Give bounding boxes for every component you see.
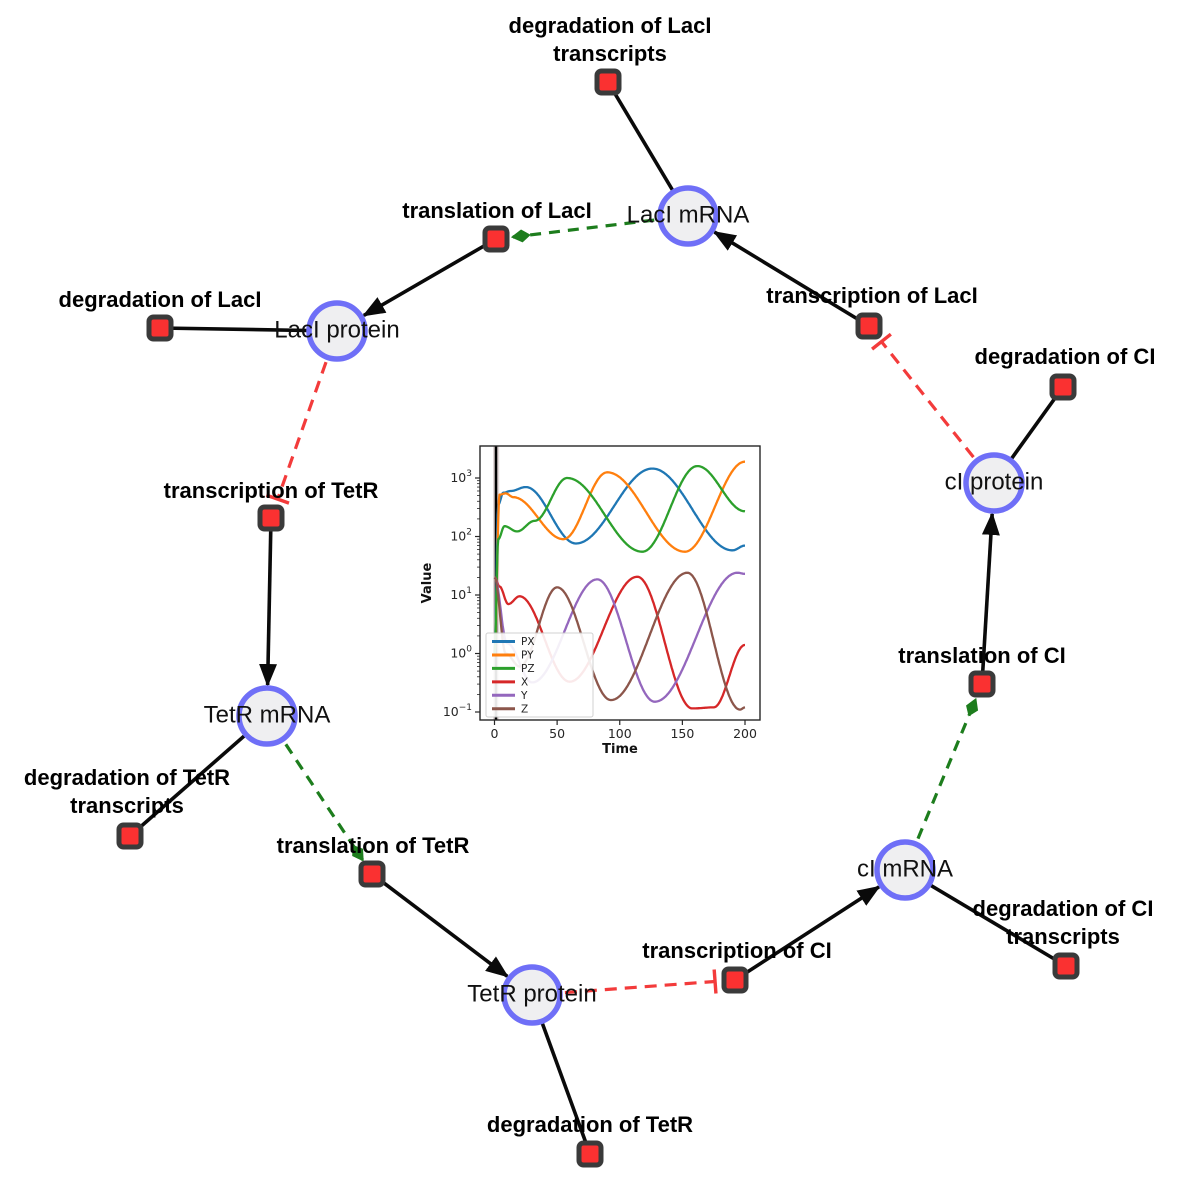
legend-label-px: PX	[521, 636, 535, 648]
chart-y-tick-label-e2: 102	[450, 528, 472, 544]
reaction-node-translation-laci[interactable]	[482, 225, 510, 253]
edge-tetr-protein-to-transcription-ci	[564, 979, 716, 995]
chart-x-tick-label-50: 50	[549, 726, 565, 741]
chart-y-tick-label-e1: 101	[450, 586, 472, 602]
edge-ci-protein-to-transcription-laci	[880, 340, 975, 459]
timecourse-inset-chart: 0 50 100 150 200Time10−1100101102103ValuePXP…	[420, 445, 761, 757]
reaction-label-deg-ci-transcripts-line2: transcripts	[1006, 924, 1120, 949]
reaction-label-transcription-tetr: transcription of TetR	[164, 478, 379, 503]
chart-y-tick-label-e3: 103	[450, 469, 472, 485]
reaction-label-deg-tetr-transcripts-line2: transcripts	[70, 793, 184, 818]
legend-label-pz: PZ	[521, 663, 535, 675]
reaction-label-translation-laci: translation of LacI	[402, 198, 591, 223]
reaction-label-deg-ci-transcripts-line1: degradation of CI	[973, 896, 1154, 921]
reaction-node-transcription-laci[interactable]	[855, 312, 883, 340]
reaction-label-deg-laci-transcripts-line1: degradation of LacI	[509, 13, 712, 38]
reaction-node-deg-laci[interactable]	[146, 314, 174, 342]
species-node-laci-protein[interactable]	[306, 300, 368, 362]
reaction-node-translation-tetr[interactable]	[358, 860, 386, 888]
species-node-laci-mrna[interactable]	[657, 185, 719, 247]
edge-translation-ci-to-ci-protein	[980, 511, 1000, 685]
edge-deg-ci-transcripts-to-ci-mrna	[904, 868, 1067, 968]
species-label-laci-mrna: LacI mRNA	[627, 201, 750, 228]
reaction-label-deg-ci: degradation of CI	[975, 344, 1156, 369]
reaction-label-deg-tetr-transcripts-line1: degradation of TetR	[24, 765, 230, 790]
species-label-tetr-protein: TetR protein	[467, 980, 596, 1007]
chart-y-tick-label-e-1: 10−1	[443, 703, 472, 719]
edge-tetr-mrna-to-translation-tetr	[284, 743, 364, 862]
reaction-label-deg-laci-transcripts-line2: transcripts	[553, 41, 667, 66]
reaction-label-deg-tetr: degradation of TetR	[487, 1112, 693, 1137]
reaction-label-deg-laci: degradation of LacI	[59, 287, 262, 312]
legend-label-y: Y	[520, 690, 528, 702]
reaction-node-transcription-tetr[interactable]	[257, 504, 285, 532]
chart-series-pz	[493, 464, 746, 654]
chart-x-tick-label-200: 200	[733, 726, 757, 741]
edge-ci-protein-to-transcription-laci-tbar	[871, 332, 892, 351]
legend-label-py: PY	[521, 649, 534, 661]
chart-x-tick-label-100: 100	[608, 726, 632, 741]
reaction-label-translation-tetr: translation of TetR	[277, 833, 470, 858]
edge-transcription-ci-to-ci-mrna	[734, 885, 881, 982]
chart-xlabel: Time	[602, 742, 638, 757]
chart-series-px	[493, 467, 746, 654]
species-node-ci-mrna[interactable]	[874, 839, 936, 901]
edge-transcription-tetr-to-tetr-mrna	[259, 517, 278, 688]
chart-series-py	[493, 460, 746, 654]
reaction-label-transcription-ci: transcription of CI	[642, 938, 831, 963]
chart-series-group	[493, 460, 746, 711]
edge-translation-laci-to-laci-protein	[362, 237, 497, 318]
species-node-tetr-protein[interactable]	[501, 964, 563, 1026]
chart-ylabel: Value	[420, 562, 435, 603]
reaction-node-deg-laci-transcripts[interactable]	[594, 68, 622, 96]
legend-label-z: Z	[521, 703, 528, 715]
chart-x-tick-label-150: 150	[670, 726, 694, 741]
species-label-tetr-mrna: TetR mRNA	[204, 701, 331, 728]
edge-layer	[128, 81, 1067, 1155]
edge-tetr-protein-to-transcription-ci-tbar	[712, 969, 718, 994]
edge-laci-protein-to-transcription-tetr-tbar	[265, 493, 290, 505]
species-node-ci-protein[interactable]	[963, 452, 1025, 514]
label-layer: degradation of LacI transcripts translatio…	[24, 13, 1156, 1137]
species-label-ci-protein: cI protein	[945, 468, 1044, 495]
reaction-node-deg-ci[interactable]	[1049, 373, 1077, 401]
chart-legend-box	[485, 632, 594, 718]
edge-translation-tetr-to-tetr-protein	[370, 872, 509, 978]
reaction-label-translation-ci: translation of CI	[898, 643, 1065, 668]
chart-x-tick-label-0: 0	[491, 726, 499, 741]
reaction-node-deg-tetr[interactable]	[576, 1140, 604, 1168]
reaction-node-deg-tetr-transcripts[interactable]	[116, 822, 144, 850]
legend-label-x: X	[521, 676, 528, 688]
edge-ci-mrna-to-translation-ci	[916, 697, 979, 840]
reaction-node-transcription-ci[interactable]	[721, 966, 749, 994]
species-node-tetr-mrna[interactable]	[236, 685, 298, 747]
species-label-ci-mrna: cI mRNA	[857, 855, 953, 882]
edge-transcription-laci-to-laci-mrna	[712, 230, 870, 328]
species-label-laci-protein: LacI protein	[274, 316, 399, 343]
reaction-label-transcription-laci: transcription of LacI	[766, 283, 977, 308]
edge-laci-protein-to-transcription-tetr	[276, 361, 328, 500]
edge-laci-mrna-to-translation-laci	[510, 218, 655, 243]
chart-y-tick-label-e0: 100	[450, 645, 472, 661]
chart-series-x	[493, 575, 746, 710]
reaction-node-deg-ci-transcripts[interactable]	[1052, 952, 1080, 980]
reaction-node-translation-ci[interactable]	[968, 670, 996, 698]
node-layer	[116, 68, 1080, 1168]
